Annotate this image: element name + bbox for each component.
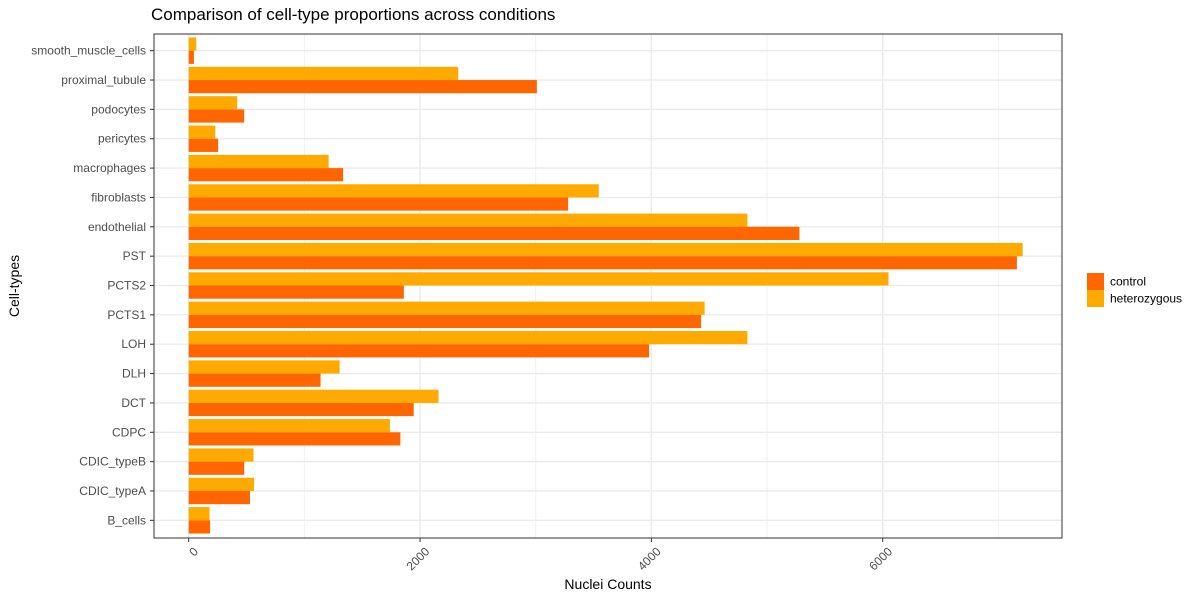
bar-control <box>188 256 1017 270</box>
bar-heterozygous <box>188 213 748 227</box>
bar-control <box>188 109 245 123</box>
bars <box>188 37 1023 534</box>
bar-control <box>188 520 211 534</box>
bar-control <box>188 197 569 211</box>
legend: control heterozygous <box>1087 273 1182 307</box>
bar-control <box>188 373 321 387</box>
x-axis-label: Nuclei Counts <box>564 576 651 592</box>
x-tick-label: 4000 <box>635 544 664 573</box>
bar-heterozygous <box>188 66 459 81</box>
legend-label: heterozygous <box>1110 292 1182 306</box>
y-tick-label: LOH <box>121 337 146 351</box>
y-tick-label: CDPC <box>112 425 146 439</box>
y-tick-label: DCT <box>121 396 146 410</box>
x-tick-label: 6000 <box>866 544 895 573</box>
y-tick-label: CDIC_typeB <box>79 455 146 469</box>
bar-heterozygous <box>188 272 889 286</box>
bar-control <box>188 285 404 299</box>
legend-swatch-control <box>1087 273 1104 290</box>
y-tick-label: pericytes <box>98 132 146 146</box>
bar-control <box>188 80 537 94</box>
legend-swatch-heterozygous <box>1087 290 1104 307</box>
bar-control <box>188 344 650 358</box>
legend-label: control <box>1110 275 1146 289</box>
y-tick-label: PCTS1 <box>107 308 146 322</box>
y-tick-label: proximal_tubule <box>61 73 146 87</box>
y-tick-label: DLH <box>122 367 146 381</box>
bar-heterozygous <box>188 37 197 51</box>
y-tick-label: smooth_muscle_cells <box>31 44 146 58</box>
bar-heterozygous <box>188 242 1023 257</box>
bar-control <box>188 432 401 446</box>
bar-heterozygous <box>188 184 599 198</box>
bar-heterozygous <box>188 301 705 315</box>
y-tick-label: PST <box>123 249 147 263</box>
bar-heterozygous <box>188 360 340 374</box>
x-tick-label: 0 <box>186 544 201 559</box>
bar-control <box>188 226 800 241</box>
bar-control <box>188 461 245 475</box>
bar-heterozygous <box>188 125 216 139</box>
bar-heterozygous <box>188 389 439 403</box>
y-tick-label: fibroblasts <box>91 190 146 204</box>
y-tick-label: CDIC_typeA <box>79 484 146 498</box>
bar-control <box>188 490 251 505</box>
bar-control <box>188 402 414 417</box>
bar-control <box>188 314 702 329</box>
bar-heterozygous <box>188 477 255 491</box>
y-tick-label: macrophages <box>73 161 146 175</box>
y-axis-label: Cell-types <box>6 255 22 317</box>
bar-heterozygous <box>188 507 210 521</box>
bar-heterozygous <box>188 96 238 110</box>
y-tick-label: PCTS2 <box>107 279 146 293</box>
bar-heterozygous <box>188 419 390 433</box>
bar-control <box>188 168 344 182</box>
y-tick-label: endothelial <box>88 220 146 234</box>
bar-control <box>188 138 219 152</box>
bar-control <box>188 50 194 64</box>
y-tick-label: B_cells <box>107 513 146 527</box>
x-tick-label: 2000 <box>404 544 433 573</box>
x-axis-ticks: 0 2000 4000 6000 <box>186 538 895 573</box>
y-tick-label: podocytes <box>91 102 146 116</box>
bar-heterozygous <box>188 330 748 345</box>
bar-heterozygous <box>188 448 254 462</box>
chart-title: Comparison of cell-type proportions acro… <box>151 5 555 24</box>
bar-heterozygous <box>188 154 329 169</box>
y-axis-ticks: smooth_muscle_cells proximal_tubulepodocy… <box>31 44 154 527</box>
